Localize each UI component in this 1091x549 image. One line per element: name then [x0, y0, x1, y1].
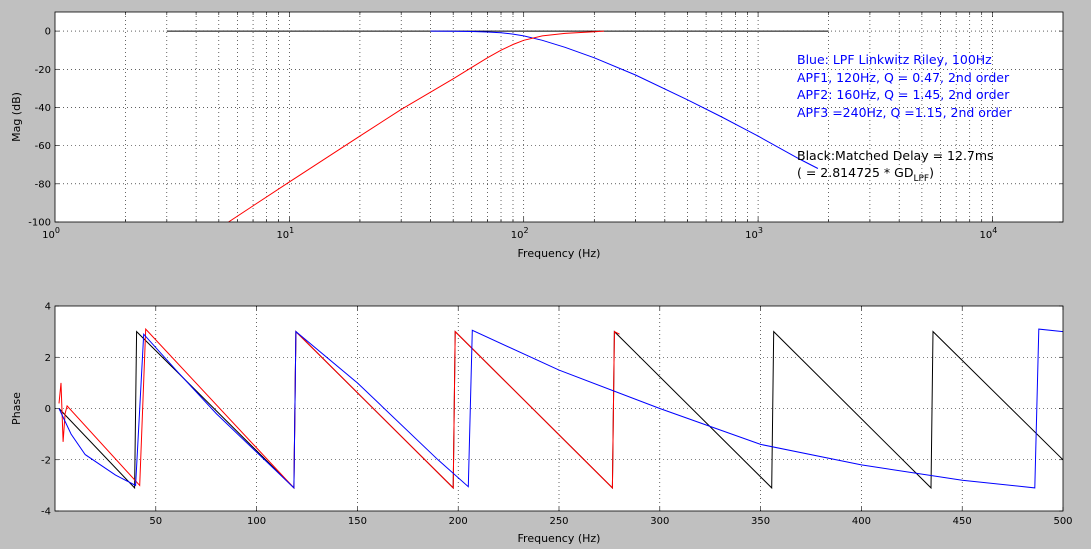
- x-tick-label: 150: [348, 516, 367, 527]
- y-axis-label: Phase: [10, 392, 23, 425]
- x-axis-label: Frequency (Hz): [518, 247, 601, 260]
- axes-frame: [54, 305, 1064, 512]
- x-tick-label: 101: [276, 226, 294, 241]
- magnitude-axes: 100 101 102 103 104 0 -20 -40 -60 -80 -100 Frequenc…: [10, 11, 1064, 260]
- x-tick-label: 450: [953, 516, 972, 527]
- phase-axes: 50 100 150 200 250 300 350 400 450 500 4 2 0 -2 -4 Freq…: [10, 302, 1073, 546]
- x-tick-label: 102: [511, 226, 529, 241]
- annotation-text: APF3 =240Hz, Q =1.15, 2nd order: [797, 105, 1012, 120]
- x-tick-label: 100: [42, 226, 60, 241]
- plot-area: [55, 12, 1063, 222]
- series-group: [58, 327, 1063, 490]
- y-tick-label: -80: [35, 179, 51, 190]
- annotation-text: Black:Matched Delay = 12.7ms: [797, 148, 994, 163]
- annotation-text: Blue: LPF Linkwitz Riley, 100Hz: [797, 52, 992, 67]
- x-tick-label: 400: [852, 516, 871, 527]
- x-tick-label: 300: [650, 516, 669, 527]
- y-tick-label: 0: [45, 27, 51, 38]
- red-series-line: [58, 327, 620, 490]
- annotation-text: APF2: 160Hz, Q = 1.45, 2nd order: [797, 87, 1010, 102]
- y-tick-label: -100: [28, 218, 51, 229]
- y-axis-label: Mag (dB): [10, 92, 23, 142]
- red-series-line: [228, 30, 605, 222]
- y-tick-label: -2: [41, 455, 51, 466]
- blue-series-line: [58, 328, 1063, 490]
- axes-frame: [54, 11, 1064, 223]
- x-tick-label: 50: [149, 516, 162, 527]
- blue-series-line: [430, 30, 819, 169]
- y-tick-label: -60: [35, 141, 51, 152]
- annotation-text: ( = 2.814725 * GDLPF): [797, 165, 934, 184]
- x-tick-label: 103: [745, 226, 763, 241]
- series-group: [166, 30, 829, 222]
- y-tick-label: 2: [45, 353, 51, 364]
- x-tick-label: 250: [549, 516, 568, 527]
- y-tick-label: -20: [35, 65, 51, 76]
- x-tick-label: 100: [247, 516, 266, 527]
- x-axis-label: Frequency (Hz): [518, 532, 601, 545]
- y-tick-label: -4: [41, 507, 51, 518]
- y-tick-label: -40: [35, 103, 51, 114]
- grid: [55, 306, 1063, 511]
- x-tick-label: 104: [980, 226, 998, 241]
- y-tick-label: 0: [45, 404, 51, 415]
- x-tick-label: 500: [1053, 516, 1072, 527]
- x-tick-label: 200: [449, 516, 468, 527]
- y-tick-label: 4: [45, 302, 51, 313]
- annotation-text: APF1, 120Hz, Q = 0.47, 2nd order: [797, 70, 1010, 85]
- x-tick-label: 350: [751, 516, 770, 527]
